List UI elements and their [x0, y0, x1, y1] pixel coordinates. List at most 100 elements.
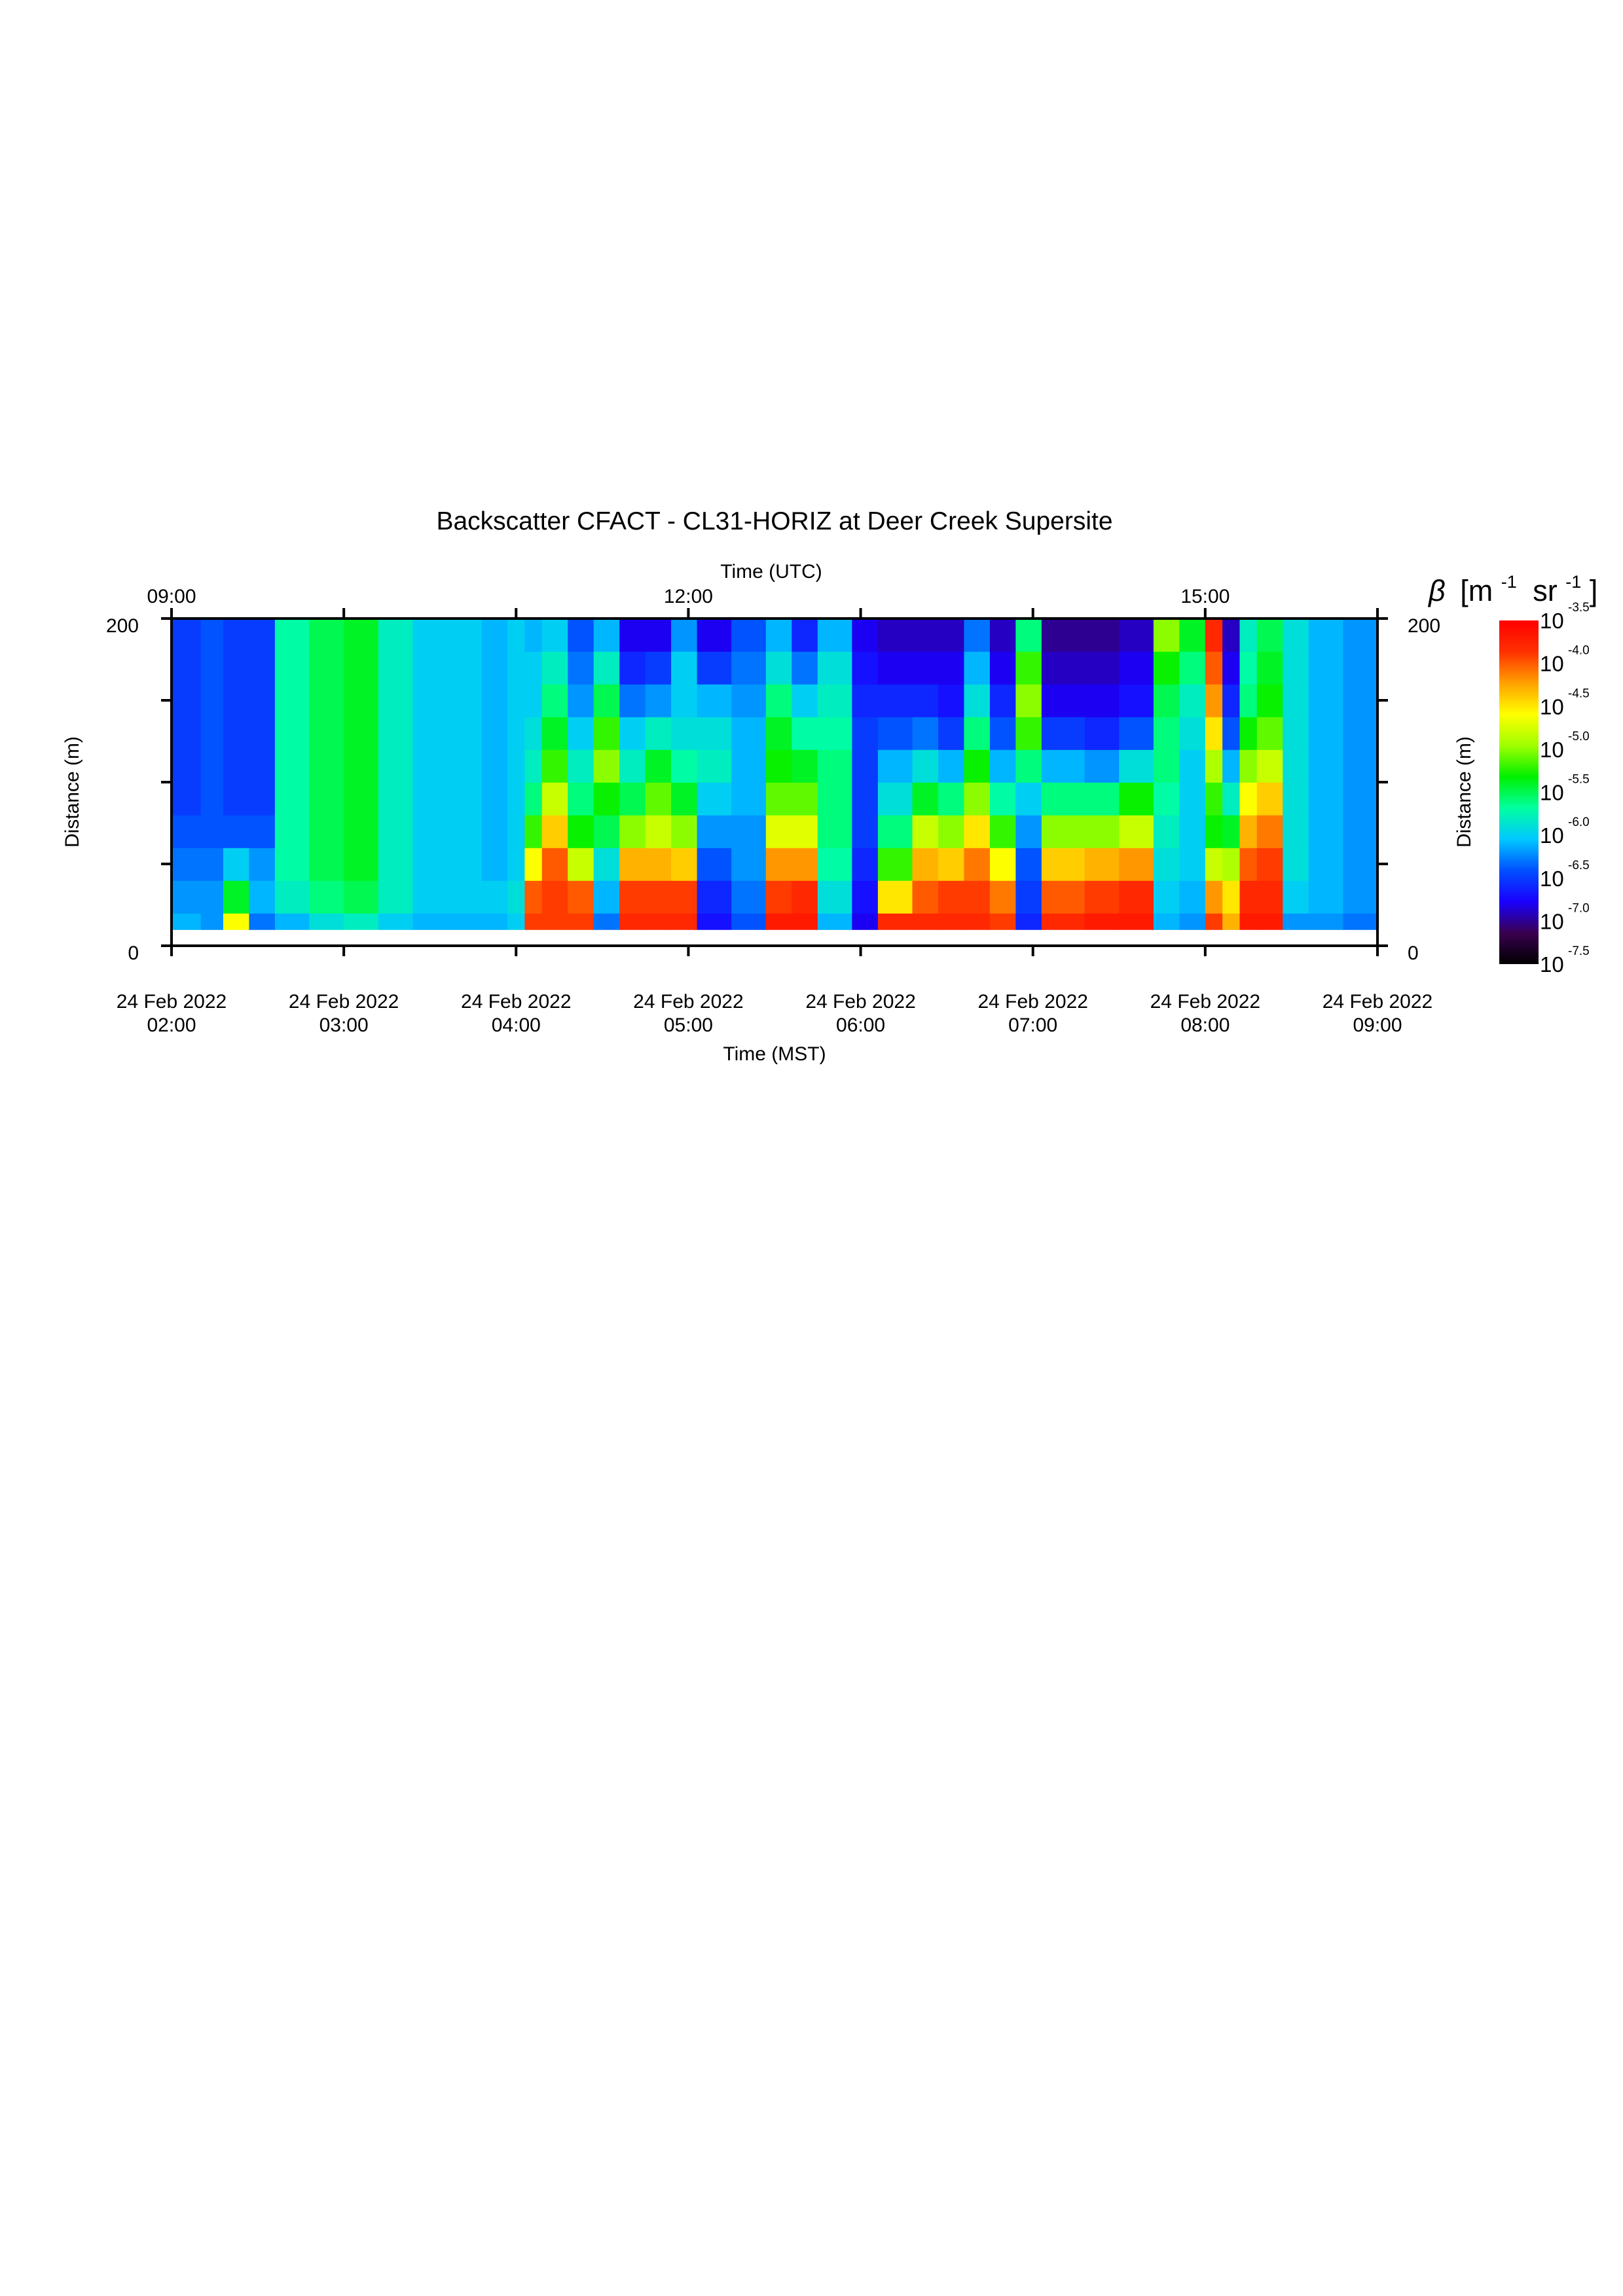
heatmap-cell [697, 717, 733, 750]
heatmap-cell [1084, 619, 1120, 652]
heatmap-cell [1153, 749, 1180, 783]
colorbar-label-exp2: -1 [1565, 572, 1581, 592]
heatmap-cell [1119, 782, 1154, 816]
heatmap-cell [1179, 782, 1206, 816]
heatmap-cell [938, 815, 965, 848]
heatmap-cell [249, 684, 276, 717]
heatmap-cell [792, 782, 818, 816]
heatmap-cell [792, 880, 818, 914]
colorbar-tick-base: 10 [1540, 823, 1564, 848]
heatmap-cell [964, 848, 991, 881]
heatmap-cell [1041, 619, 1085, 652]
heatmap-cell [817, 619, 853, 652]
heatmap-cell [172, 749, 202, 783]
heatmap-cell [274, 684, 310, 717]
heatmap-cell [1239, 651, 1258, 685]
heatmap-cell [172, 684, 202, 717]
heatmap-cell [877, 880, 913, 914]
heatmap-cell [223, 782, 250, 816]
heatmap-cell [1256, 880, 1284, 914]
heatmap-cell [274, 848, 310, 881]
heatmap-cell [172, 913, 202, 930]
heatmap-cell [274, 651, 310, 685]
heatmap-cell [568, 782, 594, 816]
heatmap-cell [645, 782, 672, 816]
heatmap-cell [524, 717, 543, 750]
colorbar-tick-exponent: -4.5 [1568, 687, 1590, 700]
y-axis-ticks: 0 0 200 200 [106, 615, 1440, 964]
x-axis-bottom-label: Time (MST) [723, 1043, 826, 1065]
heatmap-cell [568, 913, 594, 930]
heatmap-cell [344, 913, 379, 930]
heatmap-cell [172, 619, 202, 652]
heatmap-cell [481, 684, 508, 717]
heatmap-cell [309, 749, 344, 783]
x-tick-label-time: 09:00 [1353, 1014, 1402, 1036]
heatmap-cell [200, 815, 224, 848]
heatmap-cell [1222, 717, 1241, 750]
heatmap-cell [1222, 848, 1241, 881]
heatmap-cell [912, 651, 939, 685]
heatmap-cell [1239, 848, 1258, 881]
heatmap-cell [1343, 684, 1377, 717]
heatmap-cells [172, 619, 1377, 930]
heatmap-cell [817, 913, 853, 930]
heatmap-cell [274, 880, 310, 914]
x-axis-top-ticks: 09:00 12:00 15:00 [147, 586, 1379, 620]
heatmap-cell [507, 848, 526, 881]
heatmap-cell [412, 782, 448, 816]
heatmap-cell [817, 651, 853, 685]
heatmap-cell [378, 619, 414, 652]
heatmap-cell [619, 717, 646, 750]
heatmap-cell [1222, 913, 1241, 930]
heatmap-cell [731, 848, 767, 881]
heatmap-cell [412, 717, 448, 750]
heatmap-cell [1239, 880, 1258, 914]
heatmap-cell [1153, 684, 1180, 717]
heatmap-cell [344, 651, 379, 685]
y-tick-label-right: 0 [1408, 942, 1419, 964]
colorbar-label-unit1: [m [1460, 574, 1493, 607]
heatmap-cell [378, 651, 414, 685]
heatmap-cell [765, 684, 793, 717]
heatmap-cell [507, 651, 526, 685]
heatmap-cell [964, 651, 991, 685]
heatmap-cell [568, 684, 594, 717]
heatmap-cell [1084, 717, 1120, 750]
heatmap-cell [249, 782, 276, 816]
heatmap-cell [1015, 749, 1042, 783]
heatmap-cell [671, 848, 698, 881]
heatmap-cell [481, 782, 508, 816]
heatmap-cell [1205, 782, 1223, 816]
heatmap-cell [731, 684, 767, 717]
heatmap-cell [645, 749, 672, 783]
heatmap-cell [541, 848, 569, 881]
heatmap-cell [412, 913, 448, 930]
x-tick-label-time: 02:00 [147, 1014, 196, 1036]
x-tick-label-date: 24 Feb 2022 [289, 991, 399, 1013]
heatmap-cell [223, 749, 250, 783]
heatmap-cell [223, 651, 250, 685]
heatmap-cell [792, 619, 818, 652]
heatmap-cell [568, 880, 594, 914]
heatmap-cell [309, 913, 344, 930]
heatmap-cell [447, 848, 483, 881]
heatmap-cell [1084, 815, 1120, 848]
heatmap-cell [619, 913, 646, 930]
heatmap-cell [912, 880, 939, 914]
heatmap-cell [1179, 717, 1206, 750]
heatmap-cell [593, 815, 620, 848]
heatmap-cell [1308, 815, 1344, 848]
heatmap-cell [1239, 815, 1258, 848]
heatmap-cell [1119, 619, 1154, 652]
heatmap-cell [619, 619, 646, 652]
heatmap-cell [765, 651, 793, 685]
heatmap-cell [1179, 749, 1206, 783]
heatmap-cell [619, 880, 646, 914]
heatmap-cell [645, 913, 672, 930]
heatmap-cell [412, 815, 448, 848]
heatmap-cell [1308, 782, 1344, 816]
heatmap-cell [568, 848, 594, 881]
heatmap-cell [223, 684, 250, 717]
heatmap-cell [697, 848, 733, 881]
